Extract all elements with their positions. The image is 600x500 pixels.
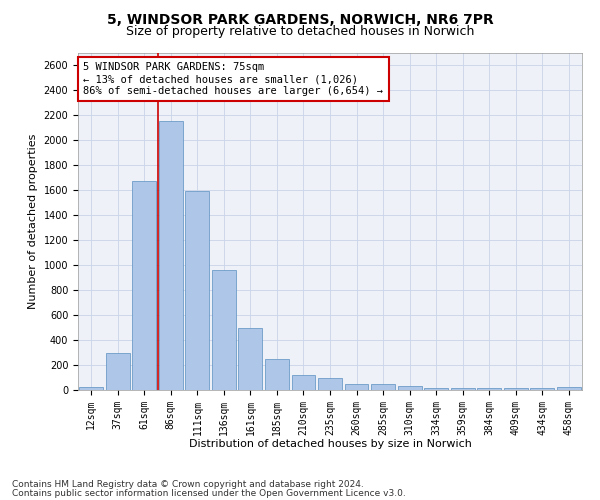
Bar — [159, 121, 183, 390]
Text: 5, WINDSOR PARK GARDENS, NORWICH, NR6 7PR: 5, WINDSOR PARK GARDENS, NORWICH, NR6 7P… — [107, 12, 493, 26]
X-axis label: Distribution of detached houses by size in Norwich: Distribution of detached houses by size … — [188, 439, 472, 449]
Bar — [185, 191, 209, 390]
Bar — [371, 384, 395, 390]
Bar — [133, 181, 156, 390]
Bar — [344, 384, 368, 390]
Bar — [318, 378, 342, 390]
Bar — [265, 359, 289, 390]
Text: Contains public sector information licensed under the Open Government Licence v3: Contains public sector information licen… — [12, 488, 406, 498]
Bar — [477, 388, 501, 390]
Bar — [530, 388, 554, 390]
Bar — [238, 328, 262, 390]
Bar — [106, 352, 130, 390]
Bar — [424, 388, 448, 390]
Text: Size of property relative to detached houses in Norwich: Size of property relative to detached ho… — [126, 25, 474, 38]
Text: Contains HM Land Registry data © Crown copyright and database right 2024.: Contains HM Land Registry data © Crown c… — [12, 480, 364, 489]
Bar — [557, 387, 581, 390]
Bar — [212, 270, 236, 390]
Bar — [398, 386, 422, 390]
Bar — [504, 388, 527, 390]
Bar — [451, 388, 475, 390]
Y-axis label: Number of detached properties: Number of detached properties — [28, 134, 38, 309]
Bar — [79, 387, 103, 390]
Bar — [292, 375, 316, 390]
Text: 5 WINDSOR PARK GARDENS: 75sqm
← 13% of detached houses are smaller (1,026)
86% o: 5 WINDSOR PARK GARDENS: 75sqm ← 13% of d… — [83, 62, 383, 96]
